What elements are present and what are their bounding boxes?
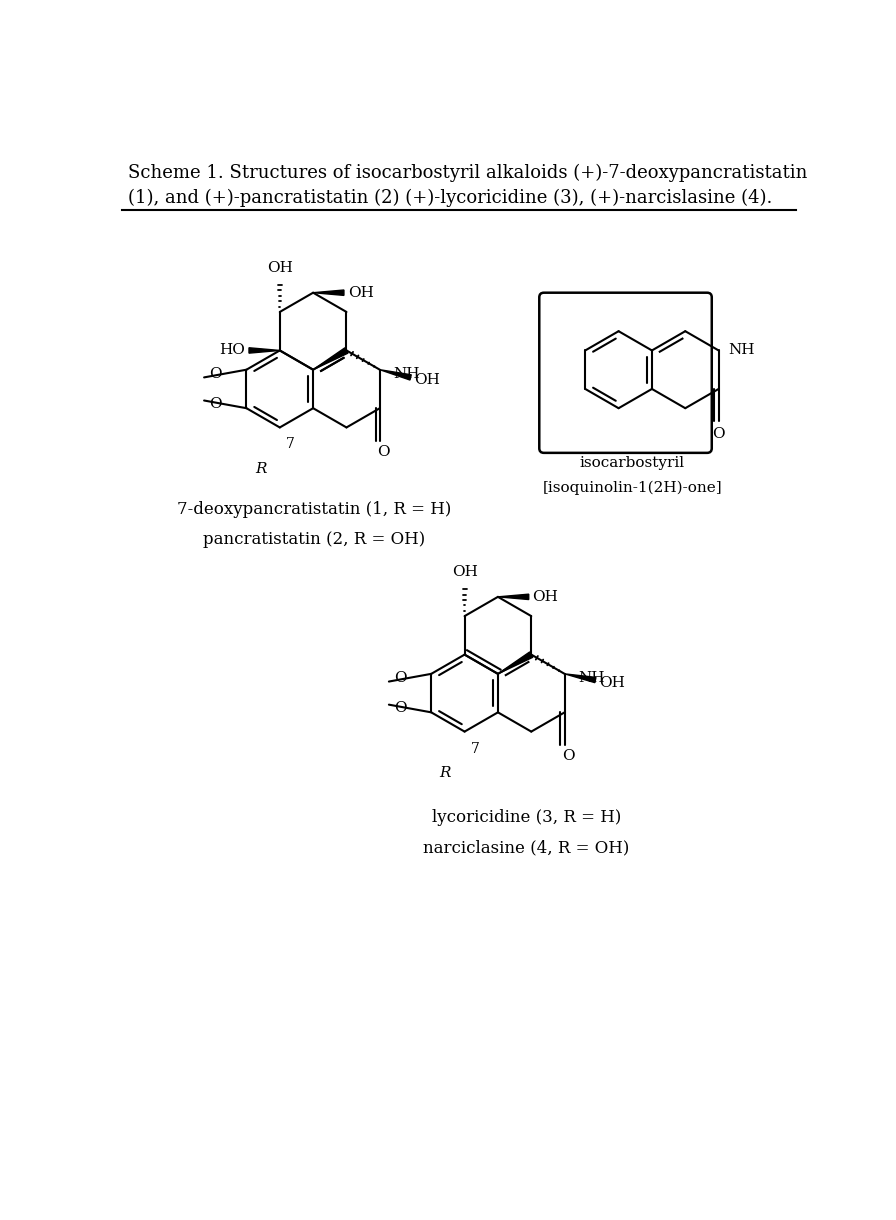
Text: 7: 7 xyxy=(286,438,295,451)
Text: O: O xyxy=(377,445,390,459)
Polygon shape xyxy=(380,370,411,379)
Text: OH: OH xyxy=(452,565,478,580)
Text: R: R xyxy=(440,766,451,781)
Text: OH: OH xyxy=(599,676,625,691)
Text: O: O xyxy=(210,398,222,411)
Text: lycoricidine (3, R = H): lycoricidine (3, R = H) xyxy=(432,809,621,826)
Text: Scheme 1. Structures of isocarbostyril alkaloids (+)-7-deoxypancratistatin: Scheme 1. Structures of isocarbostyril a… xyxy=(128,165,807,182)
Text: O: O xyxy=(210,366,222,381)
Text: HO: HO xyxy=(220,344,246,357)
Text: narciclasine (4, R = OH): narciclasine (4, R = OH) xyxy=(423,839,629,856)
Text: O: O xyxy=(394,671,407,684)
Text: OH: OH xyxy=(532,589,558,604)
Text: R: R xyxy=(254,462,266,476)
Text: [isoquinolin-1(2H)-one]: [isoquinolin-1(2H)-one] xyxy=(543,481,722,495)
Text: O: O xyxy=(712,427,725,440)
Text: OH: OH xyxy=(267,261,293,274)
Text: O: O xyxy=(562,749,574,764)
Text: NH: NH xyxy=(393,366,420,381)
Polygon shape xyxy=(313,290,344,295)
Text: isocarbostyril: isocarbostyril xyxy=(580,456,685,470)
Text: 7-deoxypancratistatin (1, R = H): 7-deoxypancratistatin (1, R = H) xyxy=(177,500,452,517)
Text: OH: OH xyxy=(415,373,440,388)
Text: pancratistatin (2, R = OH): pancratistatin (2, R = OH) xyxy=(203,532,426,549)
Polygon shape xyxy=(249,348,280,353)
Polygon shape xyxy=(313,348,348,370)
Text: O: O xyxy=(394,702,407,715)
Polygon shape xyxy=(498,651,533,673)
Polygon shape xyxy=(564,673,596,683)
Polygon shape xyxy=(498,594,529,599)
Text: NH: NH xyxy=(579,671,605,684)
Text: 7: 7 xyxy=(470,742,479,755)
Text: OH: OH xyxy=(348,285,374,300)
Text: NH: NH xyxy=(728,344,755,357)
Text: (1), and (+)-pancratistatin (2) (+)-lycoricidine (3), (+)-narcislasine (4).: (1), and (+)-pancratistatin (2) (+)-lyco… xyxy=(128,189,772,207)
